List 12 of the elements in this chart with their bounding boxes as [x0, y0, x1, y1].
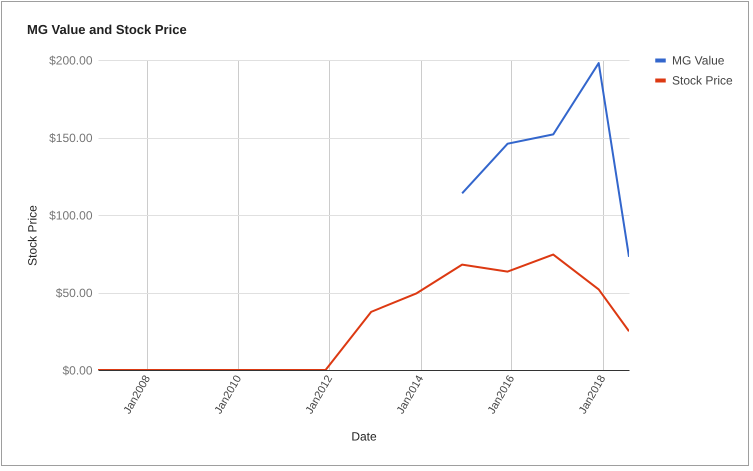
y-axis-title: Stock Price	[26, 204, 40, 266]
y-tick-label: $200.00	[49, 54, 93, 68]
y-tick-label: $50.00	[56, 286, 93, 300]
y-tick-label: $100.00	[49, 208, 93, 222]
y-tick-label: $150.00	[49, 131, 93, 145]
legend-label: MG Value	[672, 54, 725, 68]
y-tick-label: $0.00	[62, 364, 93, 378]
x-axis-title: Date	[351, 430, 377, 444]
legend-label: Stock Price	[672, 74, 734, 88]
chart-title: MG Value and Stock Price	[27, 22, 187, 37]
line-series	[98, 254, 629, 370]
line-series	[461, 62, 629, 258]
